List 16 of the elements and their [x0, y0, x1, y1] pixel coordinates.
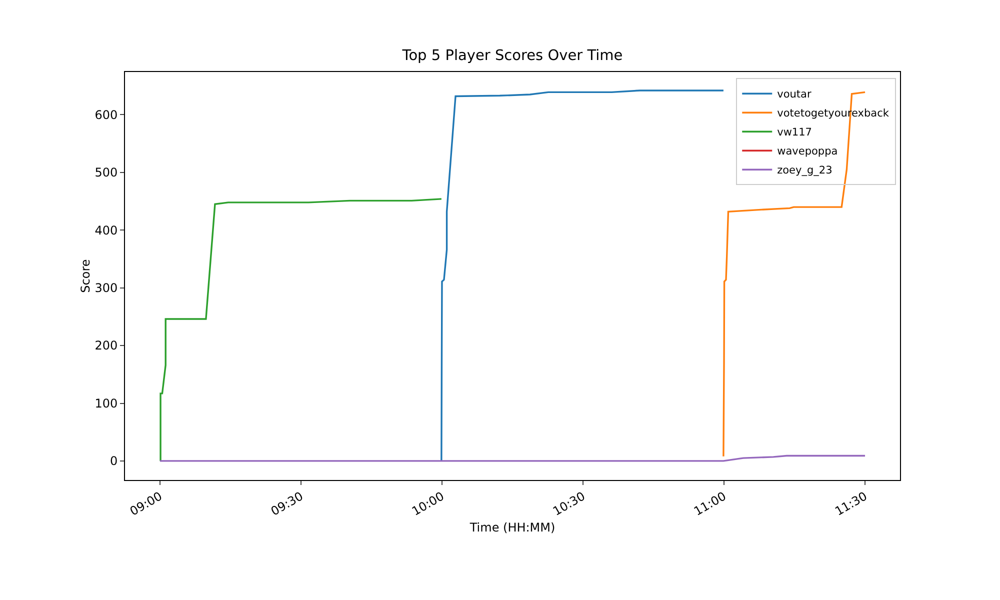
- y-tick-label: 0: [110, 454, 118, 468]
- y-tick-label: 500: [94, 166, 118, 180]
- legend-label: zoey_g_23: [777, 164, 832, 177]
- y-axis-title: Score: [78, 259, 93, 293]
- line-series: [160, 198, 442, 462]
- legend-label: vw117: [777, 126, 812, 139]
- line-series: [440, 90, 724, 462]
- y-tick-label: 400: [94, 223, 118, 238]
- x-axis-title: Time (HH:MM): [468, 520, 556, 534]
- y-tick-label: 200: [94, 338, 118, 353]
- legend-label: voutar: [777, 88, 812, 101]
- y-tick-label: 600: [94, 108, 118, 122]
- y-tick-label: 100: [94, 396, 118, 410]
- y-tick-label: 300: [94, 281, 118, 296]
- chart-title: Top 5 Player Scores Over Time: [401, 48, 623, 64]
- legend-label: wavepoppa: [777, 146, 838, 158]
